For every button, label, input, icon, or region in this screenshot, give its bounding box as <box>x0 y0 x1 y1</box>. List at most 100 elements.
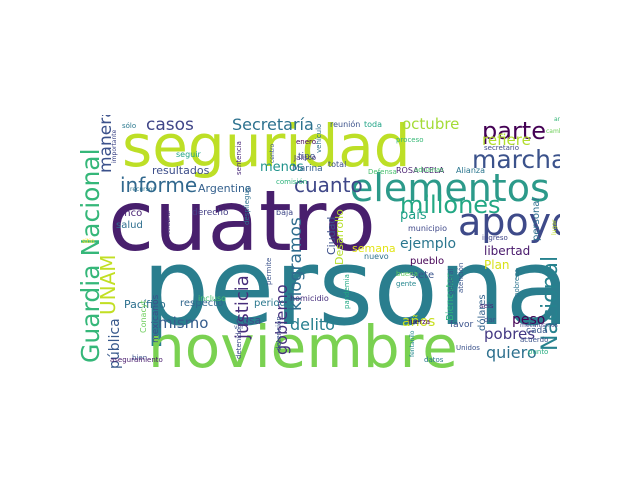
word-respecto: respecto <box>180 298 224 309</box>
word-reunion: reunión <box>330 120 361 129</box>
word-informe: informe <box>120 173 198 197</box>
word-unidos: Unidos <box>456 344 480 352</box>
word-anos: años <box>402 314 436 330</box>
word-favor: favor <box>450 320 474 330</box>
word-centro: centro <box>269 143 276 163</box>
word-semana: semana <box>352 242 396 255</box>
word-total: total <box>328 160 347 169</box>
word-marina: Marina <box>292 164 323 174</box>
word-baja: baja <box>276 208 294 217</box>
word-comision: comisión <box>276 178 308 186</box>
word-rosa-icela: ROSA ICELA <box>396 166 445 175</box>
word-alianza: Alianza <box>456 166 485 175</box>
word-mexicanos: mexicanos <box>151 294 161 343</box>
word-municipio: municipio <box>408 224 447 233</box>
word-cinco: cinco <box>116 208 143 219</box>
word-argentina: Argentina <box>198 182 252 195</box>
word-quiero: quiero <box>486 343 537 362</box>
word-pobres: pobres <box>484 325 536 343</box>
word-solo: sólo <box>122 122 137 130</box>
word-detencion: detención <box>275 316 283 351</box>
word-toda: toda <box>364 120 383 129</box>
word-acuerdo: acuerdo <box>520 336 549 344</box>
word-jalisco: Jalisco <box>294 154 317 162</box>
word-proceso: proceso <box>396 136 424 144</box>
word-menos: menos <box>260 160 304 175</box>
word-dar: dar <box>484 316 496 324</box>
word-persona: persona <box>142 226 560 349</box>
word-fentanilo: fentanilo <box>409 330 416 357</box>
word-pueblo: pueblo <box>410 256 445 267</box>
word-dolares: dólares <box>477 294 488 331</box>
word-parte: parte <box>482 117 546 145</box>
word-cambio: cambio <box>546 128 560 135</box>
word-homicidio: homicidio <box>290 294 329 303</box>
word-siete: siete <box>410 270 435 281</box>
word-elementos: elementos <box>350 166 550 210</box>
word-datos: datos <box>424 356 444 364</box>
word-seis: seis <box>480 302 494 310</box>
word-seguir: seguir <box>176 150 201 159</box>
word-marcha: marcha <box>472 145 560 174</box>
word-atencion: atención <box>457 262 465 293</box>
word-peso: peso <box>512 312 546 328</box>
word-ingreso: ingreso <box>482 234 508 242</box>
word-tipo: tipo <box>298 152 316 162</box>
word-unam: UNAM <box>96 254 120 315</box>
word-importante: importante <box>111 129 118 163</box>
word-arma: arma <box>554 116 560 123</box>
word-mismo: mismo <box>158 314 209 332</box>
word-sitio: sitio <box>82 238 95 245</box>
word-resultados: resultados <box>152 164 210 177</box>
word-aduanas: aduanas <box>414 166 444 174</box>
word-apoyo: apoyo <box>458 200 560 244</box>
word-general: general <box>447 268 455 295</box>
word-nuevo: nuevo <box>364 252 389 261</box>
word-defensa: Defensa <box>368 168 397 176</box>
word-detenido: detenido <box>235 328 243 359</box>
word-cloud: persona cuatro noviembre seguridad eleme… <box>80 115 560 370</box>
word-punto: punto <box>528 348 549 356</box>
word-pacifico: Pacífico <box>124 298 166 311</box>
word-cuanto: cuanto <box>294 173 363 197</box>
word-octubre: octubre <box>402 115 460 133</box>
word-cada: cada <box>526 326 548 336</box>
word-sentencia: sentencia <box>235 141 243 175</box>
word-cosa: cosa <box>236 314 262 327</box>
word-delito: delito <box>290 315 335 334</box>
word-incluso: incluso <box>198 294 227 303</box>
word-libertad: libertad <box>484 244 531 258</box>
word-millones: millones <box>400 191 501 219</box>
word-personal: personal <box>531 197 542 241</box>
word-vehiculo: vehículo <box>315 123 323 153</box>
word-ciudad: Ciudad <box>325 216 338 255</box>
word-fuerza: fuerza <box>408 318 431 326</box>
word-derecho: derecho <box>192 208 229 218</box>
word-pobreza: pobreza <box>513 268 521 297</box>
word-seguridad: seguridad <box>122 115 411 180</box>
word-refiere: refiere <box>482 131 531 149</box>
word-secretario: secretario <box>484 144 519 152</box>
word-permite: permite <box>265 257 273 285</box>
word-gente: gente <box>396 280 417 288</box>
word-bien: bien <box>132 354 148 362</box>
word-salud: salud <box>116 220 143 231</box>
word-secretaria: Secretaría <box>232 115 314 134</box>
word-pandemia: pandemia <box>343 274 351 309</box>
word-mecanismos: mecanismos <box>520 322 558 329</box>
word-noviembre: noviembre <box>148 313 458 370</box>
word-recursos: recursos <box>130 186 156 193</box>
word-enero: enero <box>296 138 317 146</box>
word-aseguramiento: aseguramiento <box>110 356 163 364</box>
word-cuatro: cuatro <box>108 172 376 270</box>
word-plan: Plan <box>484 258 510 272</box>
word-despliegue: despliegue <box>243 186 251 225</box>
word-conacyt: Conacyt <box>139 300 148 333</box>
word-lugar: lugar <box>551 219 558 235</box>
word-buena: buena <box>396 270 418 278</box>
word-ver: ver <box>234 324 244 331</box>
word-casos: casos <box>146 115 194 135</box>
word-periodo: periodo <box>254 298 292 309</box>
word-pais: país <box>400 208 427 223</box>
